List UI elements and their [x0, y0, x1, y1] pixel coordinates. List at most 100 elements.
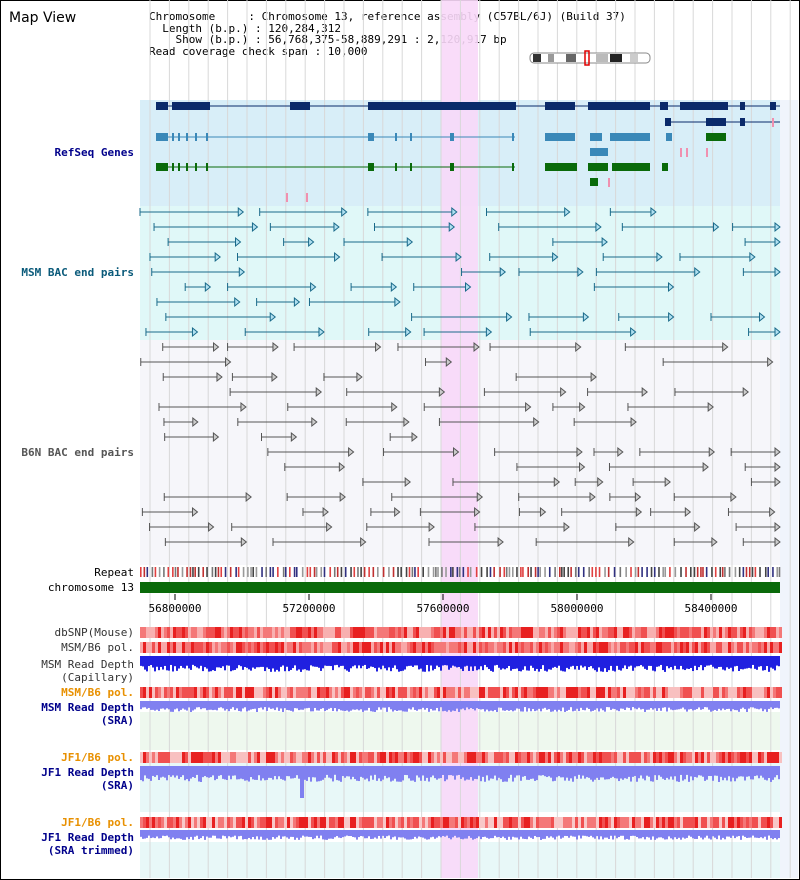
polymorphism-cell [320, 817, 323, 828]
polymorphism-cell [629, 817, 632, 828]
polymorphism-cell [518, 642, 521, 653]
read-depth-bar [254, 656, 256, 669]
repeat-element [662, 567, 664, 577]
polymorphism-cell [674, 817, 677, 828]
read-depth-bar [612, 766, 614, 777]
read-depth-bar [192, 656, 194, 665]
read-depth-bar [714, 830, 716, 838]
repeat-element [503, 567, 506, 577]
msm-bac-label[interactable]: MSM BAC end pairs [21, 266, 134, 279]
read-depth-bar [740, 766, 742, 777]
repeat-element [333, 567, 336, 577]
bac-end-arrow [684, 506, 692, 518]
read-depth-bar [498, 701, 500, 708]
bac-end-arrow [428, 521, 435, 533]
polymorphism-cell [575, 642, 578, 653]
repeat-element [680, 567, 682, 577]
polymorphism-cell [395, 687, 398, 698]
read-depth-bar [664, 656, 666, 672]
polymorphism-cell [251, 642, 254, 653]
read-depth-bar [192, 766, 194, 778]
polymorphism-cell [578, 687, 581, 698]
read-depth-bar [482, 656, 484, 671]
polymorphism-cell [392, 687, 395, 698]
read-depth-bar [556, 766, 558, 778]
read-depth-bar [744, 656, 746, 669]
polymorphism-cell [710, 642, 713, 653]
b6n-bac-label[interactable]: B6N BAC end pairs [21, 446, 134, 459]
polymorphism-cell [509, 687, 512, 698]
polymorphism-cell [719, 687, 722, 698]
read-depth-bar [230, 830, 232, 838]
read-depth-bar [682, 830, 684, 838]
read-depth-bar [480, 830, 482, 840]
polymorphism-cell [464, 627, 467, 638]
read-depth-bar [274, 766, 276, 777]
read-depth-bar [328, 656, 330, 666]
read-depth-bar [266, 656, 268, 668]
polymorphism-cell [470, 752, 473, 763]
read-depth-bar [432, 656, 434, 671]
read-depth-bar [666, 766, 668, 778]
read-depth-bar [546, 766, 548, 778]
read-depth-bar [584, 701, 586, 711]
polymorphism-cell [698, 642, 701, 653]
polymorphism-cell [590, 687, 593, 698]
read-depth-bar [494, 766, 496, 776]
polymorphism-cell [245, 687, 248, 698]
polymorphism-cell [209, 817, 212, 828]
polymorphism-cell [365, 642, 368, 653]
polymorphism-cell [611, 642, 614, 653]
bac-end-arrow [348, 446, 355, 458]
repeat-element [646, 567, 648, 577]
read-depth-bar [220, 656, 222, 668]
polymorphism-cell [419, 627, 422, 638]
polymorphism-cell [494, 627, 497, 638]
read-depth-bar [726, 766, 728, 781]
read-depth-bar [492, 766, 494, 779]
polymorphism-cell [242, 627, 245, 638]
read-depth-bar [390, 701, 392, 710]
polymorphism-cell [692, 752, 695, 763]
read-depth-bar [186, 656, 188, 666]
polymorphism-cell [476, 627, 479, 638]
polymorphism-cell [713, 627, 716, 638]
read-depth-bar [674, 766, 676, 777]
read-depth-bar [670, 656, 672, 668]
refseq-genes-label[interactable]: RefSeq Genes [54, 146, 134, 159]
read-depth-bar [144, 830, 146, 839]
polymorphism-cell [314, 752, 317, 763]
polymorphism-cell [155, 817, 158, 828]
read-depth-bar [714, 701, 716, 710]
polymorphism-cell [773, 687, 776, 698]
polymorphism-cell [647, 817, 650, 828]
read-depth-bar [694, 656, 696, 666]
polymorphism-cell [662, 687, 665, 698]
polymorphism-cell [719, 817, 722, 828]
read-depth-bar [752, 701, 754, 708]
read-depth-bar [492, 656, 494, 672]
read-depth-bar [352, 656, 354, 667]
read-depth-bar [468, 830, 470, 837]
polymorphism-cell [707, 687, 710, 698]
read-depth-bar [442, 656, 444, 666]
read-depth-bar [528, 656, 530, 671]
read-depth-bar [276, 656, 278, 670]
read-depth-bar [448, 766, 450, 776]
polymorphism-cell [356, 627, 359, 638]
polymorphism-cell [563, 687, 566, 698]
polymorphism-cell [569, 642, 572, 653]
polymorphism-cell [452, 627, 455, 638]
polymorphism-cell [707, 642, 710, 653]
read-depth-bar [154, 830, 156, 839]
repeat-element [778, 567, 781, 577]
polymorphism-cell [260, 642, 263, 653]
read-depth-bar [168, 656, 170, 671]
read-depth-bar [228, 656, 230, 666]
read-depth-bar [150, 656, 152, 666]
read-depth-bar [522, 701, 524, 712]
polymorphism-cell [149, 687, 152, 698]
polymorphism-cell [272, 642, 275, 653]
polymorphism-cell [308, 687, 311, 698]
